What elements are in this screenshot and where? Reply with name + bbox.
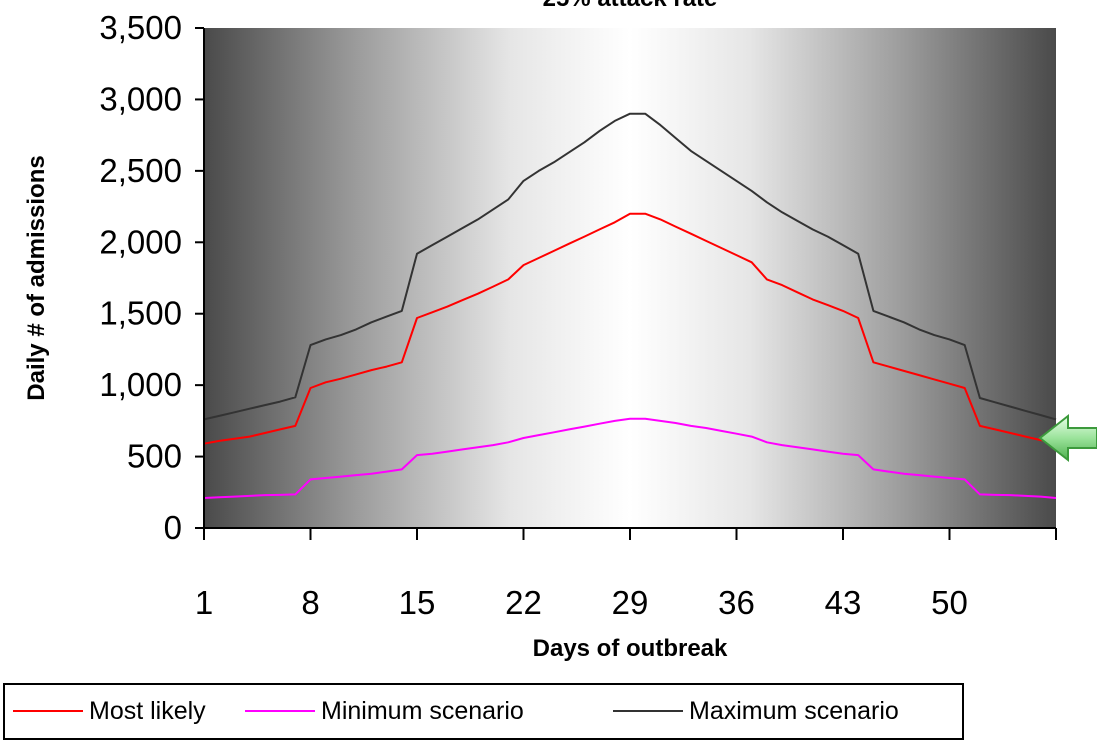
y-tick-label: 3,000 [99, 80, 182, 117]
y-tick-label: 1,500 [99, 295, 182, 332]
y-tick-label: 1,000 [99, 366, 182, 403]
x-tick-label: 36 [718, 584, 755, 621]
legend-item-maximum-scenario: Maximum scenario [613, 695, 899, 727]
y-tick-label: 500 [127, 438, 182, 475]
series-line-minimum-scenario [203, 417, 1057, 499]
x-tick-label: 22 [505, 584, 542, 621]
legend: Most likely Minimum scenario Maximum sce… [3, 683, 964, 740]
chart-title: 25% attack rate [543, 0, 718, 12]
x-tick-label: 50 [931, 584, 968, 621]
legend-label-most-likely: Most likely [89, 696, 206, 725]
x-tick-label: 43 [825, 584, 862, 621]
legend-item-minimum-scenario: Minimum scenario [245, 695, 524, 727]
series-line-maximum-scenario [203, 112, 1057, 421]
series-layer [203, 112, 1057, 499]
legend-label-maximum-scenario: Maximum scenario [689, 696, 899, 725]
legend-swatch-maximum-scenario [613, 710, 683, 712]
legend-label-minimum-scenario: Minimum scenario [321, 696, 524, 725]
y-tick-label: 2,000 [99, 223, 182, 260]
legend-item-most-likely: Most likely [13, 695, 206, 727]
y-tick-label: 0 [164, 509, 182, 546]
y-tick-label: 2,500 [99, 152, 182, 189]
series-line-most-likely [203, 212, 1057, 445]
x-axis-title: Days of outbreak [533, 635, 728, 662]
x-tick-label: 8 [301, 584, 319, 621]
x-tick-label: 15 [399, 584, 436, 621]
green-arrow-icon [1038, 413, 1097, 463]
x-ticks: 1 8 15 22 29 36 43 50 [195, 528, 1057, 621]
y-tick-label: 3,500 [99, 9, 182, 46]
y-ticks: 0 500 1,000 1,500 2,000 2,500 3,000 3,500 [99, 9, 204, 546]
x-tick-label: 29 [612, 584, 649, 621]
legend-swatch-most-likely [13, 710, 83, 712]
plot-background [204, 28, 1056, 528]
x-tick-label: 1 [195, 584, 213, 621]
y-axis-title: Daily # of admissions [23, 155, 50, 400]
legend-swatch-minimum-scenario [245, 710, 315, 712]
